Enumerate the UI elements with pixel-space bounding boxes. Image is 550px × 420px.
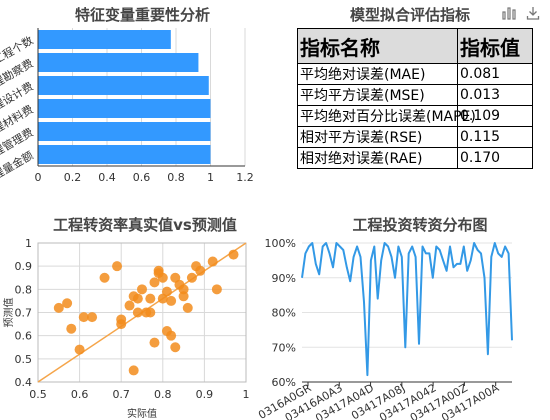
bar xyxy=(38,30,171,49)
download-icon[interactable] xyxy=(526,6,540,24)
bar xyxy=(38,145,211,164)
scatter-point xyxy=(62,298,73,309)
scatter-point xyxy=(112,261,123,272)
table-row: 相对绝对误差(RAE) 0.170 xyxy=(297,147,533,169)
bar xyxy=(38,53,199,72)
plot-frame xyxy=(37,242,247,383)
x-tick-label: 0.9 xyxy=(196,388,214,401)
metric-value: 0.109 xyxy=(457,105,533,127)
x-tick-label: 0.8 xyxy=(154,388,172,401)
scatter-point xyxy=(178,284,189,295)
scatter-point xyxy=(74,344,85,355)
scatter-point xyxy=(145,293,156,304)
scatter-point xyxy=(211,284,222,295)
x-tick-label: 0 xyxy=(35,171,42,184)
scatter-point xyxy=(116,319,127,330)
x-tick-label: 0.8 xyxy=(167,171,185,184)
scatter-point xyxy=(170,342,181,353)
scatter-point xyxy=(124,300,135,311)
metric-name: 相对平方误差(RSE) xyxy=(297,126,458,148)
x-tick-label: 1 xyxy=(207,171,214,184)
x-tick-label: 0.6 xyxy=(71,388,89,401)
x-tick-label: 0.6 xyxy=(133,171,151,184)
scatter-chart: 0.5 0.6 0.7 0.8 0.9 10.40.50.60.70.80.91实际值预测… xyxy=(2,237,250,420)
metric-name: 平均绝对百分比误差(MAPE) xyxy=(297,105,476,127)
table-row: 相对平方误差(RSE) 0.115 xyxy=(297,126,533,148)
y-axis-title: 预测值 xyxy=(2,298,15,328)
scatter-point xyxy=(132,307,143,318)
y-tick-label: 1 xyxy=(25,237,32,250)
importance-title: 特征变量重要性分析 xyxy=(74,6,210,24)
scatter-point xyxy=(182,302,193,313)
x-tick-label: 1.2 xyxy=(236,171,254,184)
table-row: 平均平方误差(MSE) 0.013 xyxy=(297,84,533,106)
scatter-point xyxy=(195,265,206,276)
y-tick-label: 0.9 xyxy=(15,260,33,273)
x-tick-label: 0.2 xyxy=(64,171,82,184)
scatter-point xyxy=(207,256,218,267)
scatter-point xyxy=(178,291,189,302)
metric-name: 相对绝对误差(RAE) xyxy=(297,147,458,169)
y-tick-label: 0.8 xyxy=(15,283,33,296)
scatter-point xyxy=(87,312,98,323)
scatter-point xyxy=(128,365,139,376)
metrics-table: 指标名称 指标值 平均绝对误差(MAE) 0.081 平均平方误差(MSE) 0… xyxy=(297,28,533,169)
scatter-point xyxy=(149,337,160,348)
y-tick-label: 60% xyxy=(272,376,296,389)
scatter-point xyxy=(132,293,143,304)
bar-chart-icon[interactable] xyxy=(502,6,516,24)
y-tick-label: 0.6 xyxy=(15,330,33,343)
metric-value: 0.115 xyxy=(457,126,533,148)
y-tick-label: 0.7 xyxy=(15,307,33,320)
bar xyxy=(38,99,211,118)
x-tick-label: 0.5 xyxy=(29,388,47,401)
scatter-point xyxy=(166,330,177,341)
scatter-title: 工程转资率真实值vs预测值 xyxy=(53,216,237,234)
scatter-point xyxy=(145,307,156,318)
y-tick-label: 0.5 xyxy=(15,353,33,366)
scatter-point xyxy=(149,277,160,288)
x-tick-label: 0.7 xyxy=(112,388,130,401)
x-tick-label: 1 xyxy=(243,388,250,401)
series-line xyxy=(301,242,513,377)
x-axis-title: 实际值 xyxy=(127,407,157,420)
metrics-header-value: 指标值 xyxy=(457,28,533,64)
line-title: 工程投资转资分布图 xyxy=(352,216,488,234)
scatter-point xyxy=(166,295,177,306)
scatter-point xyxy=(157,272,168,283)
y-tick-label: 80% xyxy=(272,307,296,320)
scatter-point xyxy=(99,272,110,283)
scatter-point xyxy=(228,249,239,260)
y-tick-label: 100% xyxy=(265,237,296,250)
x-tick-label: 0.4 xyxy=(98,171,116,184)
scatter-point xyxy=(161,286,172,297)
y-tick-label: 70% xyxy=(272,341,296,354)
metrics-title: 模型拟合评估指标 xyxy=(349,6,470,24)
scatter-point xyxy=(78,312,89,323)
scatter-point xyxy=(53,302,64,313)
y-tick-label: 0.4 xyxy=(15,376,33,389)
importance-chart: 0 0.2 0.4 0.6 0.8 1 1.2工程量金额工程管理费工程材料费工程设计费工程勘… xyxy=(0,28,254,188)
table-row: 平均绝对误差(MAE) 0.081 xyxy=(297,63,533,85)
metric-value: 0.170 xyxy=(457,147,533,169)
bar xyxy=(38,76,209,95)
table-row: 平均绝对百分比误差(MAPE) 0.109 xyxy=(297,105,533,127)
scatter-point xyxy=(137,284,147,295)
scatter-point xyxy=(66,323,77,334)
metric-name: 平均平方误差(MSE) xyxy=(297,84,458,106)
scatter-point xyxy=(186,272,197,283)
y-tick-label: 90% xyxy=(272,272,296,285)
bar xyxy=(38,122,211,141)
